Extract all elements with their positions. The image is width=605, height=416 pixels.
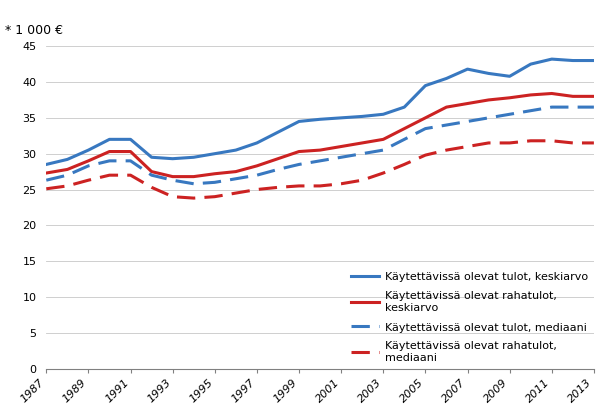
Legend: Käytettävissä olevat tulot, keskiarvo, Käytettävissä olevat rahatulot,
keskiarvo: Käytettävissä olevat tulot, keskiarvo, K… xyxy=(351,272,588,363)
Text: * 1 000 €: * 1 000 € xyxy=(5,24,63,37)
